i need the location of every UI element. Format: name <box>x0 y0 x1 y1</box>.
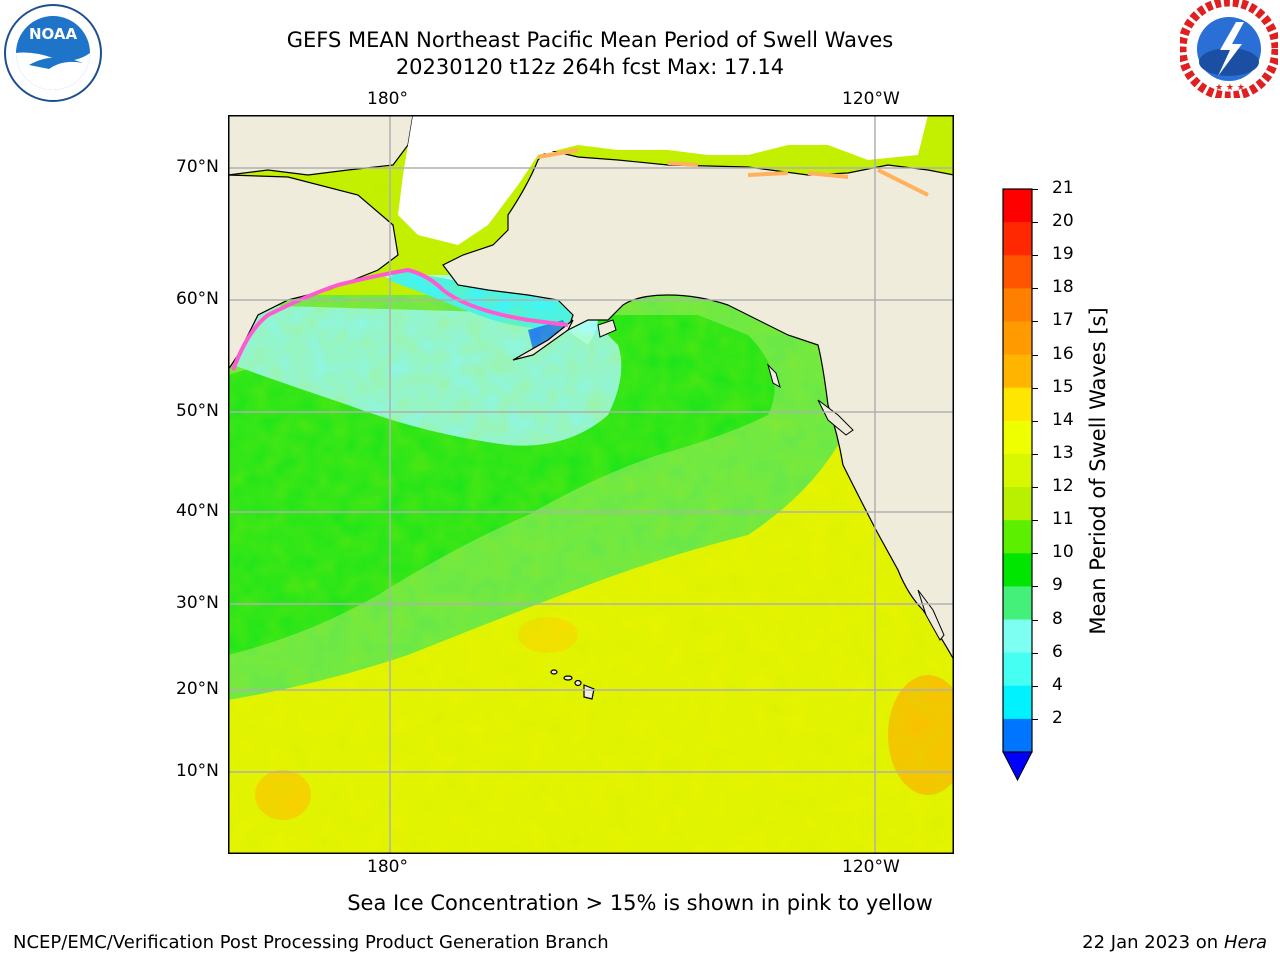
colorbar-cell <box>1003 652 1032 687</box>
colorbar-tick-mark <box>1032 288 1038 290</box>
lat-label-20n: 20°N <box>176 679 219 699</box>
colorbar <box>1002 188 1033 782</box>
colorbar-cell <box>1003 420 1032 455</box>
island-queen-charlotte <box>767 363 781 389</box>
colorbar-tick-label: 19 <box>1052 244 1074 265</box>
noaa-logo: NOAA <box>4 4 102 102</box>
colorbar-tick-mark <box>1032 718 1038 720</box>
map-frame <box>228 115 954 854</box>
colorbar-cell <box>1003 685 1032 720</box>
colorbar-cell <box>1003 321 1032 356</box>
colorbar-tick-label: 2 <box>1052 707 1063 728</box>
colorbar-cell <box>1003 222 1032 256</box>
colorbar-tick-label: 14 <box>1052 409 1074 430</box>
colorbar-cell <box>1003 553 1032 587</box>
colorbar-cells <box>1003 189 1032 753</box>
colorbar-tick-mark <box>1032 453 1038 455</box>
colorbar-tick-label: 11 <box>1052 509 1074 530</box>
colorbar-cell <box>1003 255 1032 289</box>
baja-california <box>917 589 945 641</box>
land-chukotka <box>228 115 414 176</box>
sea-ice-fringe-arctic <box>537 148 929 197</box>
noaa-logo-text: NOAA <box>29 25 78 43</box>
colorbar-tick-mark <box>1032 586 1038 588</box>
colorbar-tick-mark <box>1032 652 1038 654</box>
colorbar-cell <box>1003 487 1032 521</box>
colorbar-tick-mark <box>1032 189 1038 190</box>
colorbar-cell <box>1003 387 1032 422</box>
colorbar-tick-label: 13 <box>1052 442 1074 463</box>
colorbar-tick-mark <box>1032 685 1038 687</box>
colorbar-tick-label: 18 <box>1052 277 1074 298</box>
colorbar-frame <box>1002 188 1033 753</box>
colorbar-label: Mean Period of Swell Waves [s] <box>1086 307 1110 635</box>
colorbar-tick-label: 6 <box>1052 641 1063 662</box>
colorbar-tick-mark <box>1032 520 1038 522</box>
hawaiian-islands <box>550 669 595 700</box>
colorbar-cell <box>1003 520 1032 554</box>
colorbar-cell <box>1003 354 1032 389</box>
arctic-ocean <box>398 115 928 245</box>
colorbar-tick-label: 9 <box>1052 575 1063 596</box>
colorbar-tick-label: 10 <box>1052 542 1074 563</box>
alaska-peninsula <box>512 319 574 361</box>
colorbar-cell <box>1003 288 1032 322</box>
lat-label-50n: 50°N <box>176 401 219 421</box>
chart-title: GEFS MEAN Northeast Pacific Mean Period … <box>286 28 894 52</box>
nws-logo: ★ ★ ★ <box>1180 0 1278 98</box>
colorbar-tick-mark <box>1032 387 1038 389</box>
colorbar-cell <box>1003 586 1032 621</box>
lat-label-40n: 40°N <box>176 501 219 521</box>
colorbar-extend-arrow <box>1002 751 1033 782</box>
colorbar-tick-label: 4 <box>1052 674 1063 695</box>
footer-credit: NCEP/EMC/Verification Post Processing Pr… <box>13 932 609 953</box>
lat-label-30n: 30°N <box>176 593 219 613</box>
colorbar-tick-label: 20 <box>1052 211 1074 232</box>
footer-date-text: 22 Jan 2023 on <box>1082 932 1224 953</box>
colorbar-tick-label: 15 <box>1052 376 1074 397</box>
svg-text:★ ★ ★: ★ ★ ★ <box>1215 83 1245 93</box>
swell-period-map <box>228 115 954 854</box>
colorbar-tick-mark <box>1032 420 1038 422</box>
colorbar-tick-label: 16 <box>1052 343 1074 364</box>
lon-label-top-120w: 120°W <box>842 89 900 109</box>
colorbar-tick-mark <box>1032 255 1038 257</box>
colorbar-tick-mark <box>1032 222 1038 224</box>
map-gridlines <box>228 115 954 854</box>
lat-label-70n: 70°N <box>176 157 219 177</box>
lat-label-10n: 10°N <box>176 761 219 781</box>
colorbar-tick-mark <box>1032 487 1038 489</box>
lon-label-bottom-180: 180° <box>367 857 408 877</box>
footer-host: Hera <box>1223 932 1267 953</box>
lon-label-bottom-120w: 120°W <box>842 857 900 877</box>
colorbar-tick-label: 17 <box>1052 310 1074 331</box>
colorbar-tick-mark <box>1032 553 1038 555</box>
chart-subtitle-forecast: 20230120 t12z 264h fcst Max: 17.14 <box>395 55 785 79</box>
colorbar-tick-mark <box>1032 354 1038 356</box>
colorbar-cell <box>1003 189 1032 223</box>
sea-ice-note: Sea Ice Concentration > 15% is shown in … <box>347 891 933 915</box>
colorbar-cell <box>1003 453 1032 488</box>
lat-label-60n: 60°N <box>176 289 219 309</box>
colorbar-tick-label: 12 <box>1052 476 1074 497</box>
colorbar-cell <box>1003 619 1032 654</box>
footer-date: 22 Jan 2023 on Hera <box>1082 932 1267 953</box>
colorbar-tick-label: 8 <box>1052 608 1063 629</box>
colorbar-cell <box>1003 718 1032 753</box>
colorbar-tick-label: 21 <box>1052 178 1074 198</box>
colorbar-tick-mark <box>1032 619 1038 621</box>
colorbar-tick-mark <box>1032 321 1038 323</box>
lon-label-top-180: 180° <box>367 89 408 109</box>
island-kodiak <box>597 319 617 338</box>
land-north-america <box>442 149 954 662</box>
